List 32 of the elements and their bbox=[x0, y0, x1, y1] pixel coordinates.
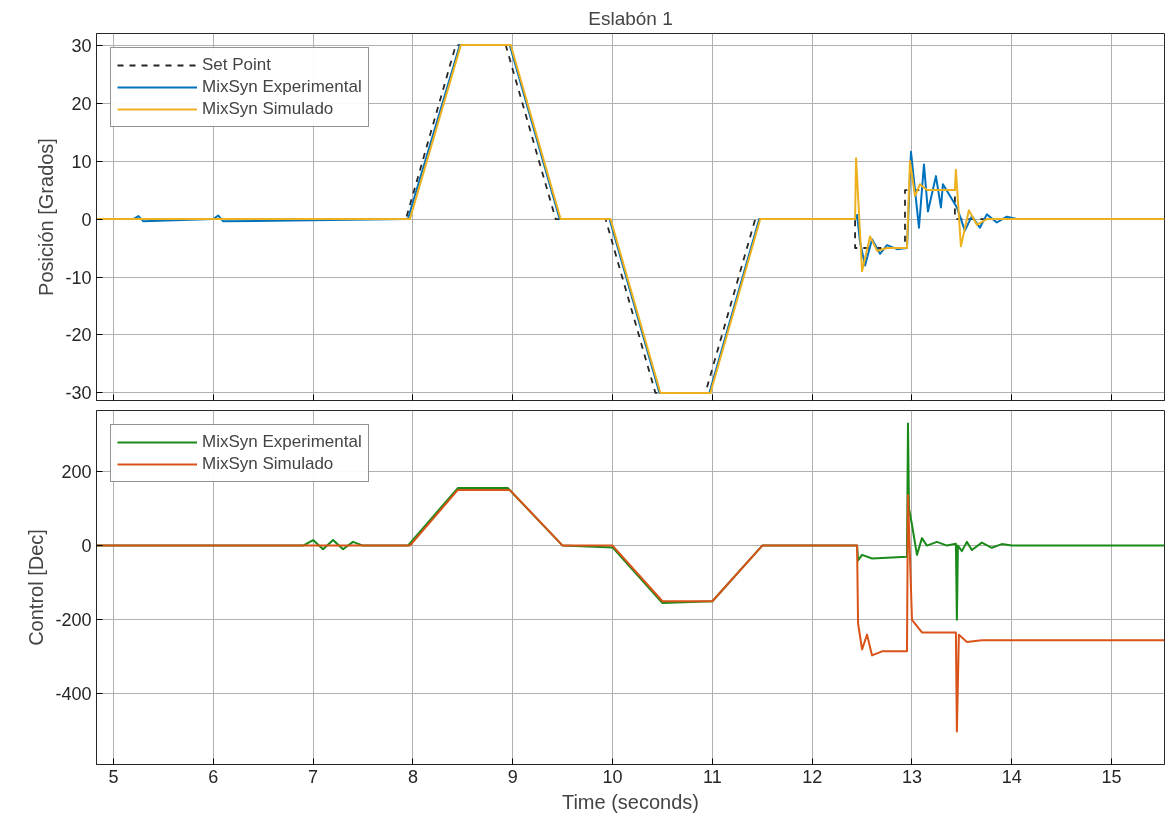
legend-label: MixSyn Experimental bbox=[202, 76, 362, 98]
y-axis-title: Posición [Grados] bbox=[35, 138, 58, 296]
y-tick-label: 30 bbox=[71, 35, 92, 56]
y-tick-label: -400 bbox=[55, 684, 92, 705]
y-tick-label: 0 bbox=[81, 536, 92, 557]
line-series bbox=[96, 488, 1165, 733]
y-tick-label: 20 bbox=[71, 93, 92, 114]
y-tick-label: 10 bbox=[71, 151, 92, 172]
x-tick-label: 7 bbox=[308, 766, 319, 787]
x-tick-label: 13 bbox=[901, 766, 922, 787]
x-tick-label: 14 bbox=[1001, 766, 1022, 787]
y-tick-label: 0 bbox=[81, 209, 92, 230]
y-tick-label: 200 bbox=[61, 461, 92, 482]
legend-label: MixSyn Experimental bbox=[202, 431, 362, 453]
x-tick-label: 9 bbox=[507, 766, 518, 787]
y-tick-label: -30 bbox=[65, 383, 92, 404]
legend-label: MixSyn Simulado bbox=[202, 453, 334, 475]
chart-title: Eslabón 1 bbox=[588, 7, 673, 29]
legend-label: Set Point bbox=[202, 54, 271, 76]
x-tick-label: 11 bbox=[703, 766, 722, 787]
x-axis-title: Time (seconds) bbox=[561, 790, 700, 813]
y-axis-title: Control [Dec] bbox=[25, 529, 48, 646]
y-tick-label: -10 bbox=[65, 267, 92, 288]
x-tick-label: 6 bbox=[208, 766, 219, 787]
x-tick-label: 15 bbox=[1101, 766, 1122, 787]
x-tick-label: 5 bbox=[108, 766, 119, 787]
y-tick-label: -200 bbox=[55, 610, 92, 631]
legend-label: MixSyn Simulado bbox=[202, 98, 334, 120]
y-tick-label: -20 bbox=[65, 325, 92, 346]
x-tick-label: 10 bbox=[602, 766, 623, 787]
x-tick-label: 8 bbox=[407, 766, 418, 787]
x-tick-label: 12 bbox=[802, 766, 823, 787]
